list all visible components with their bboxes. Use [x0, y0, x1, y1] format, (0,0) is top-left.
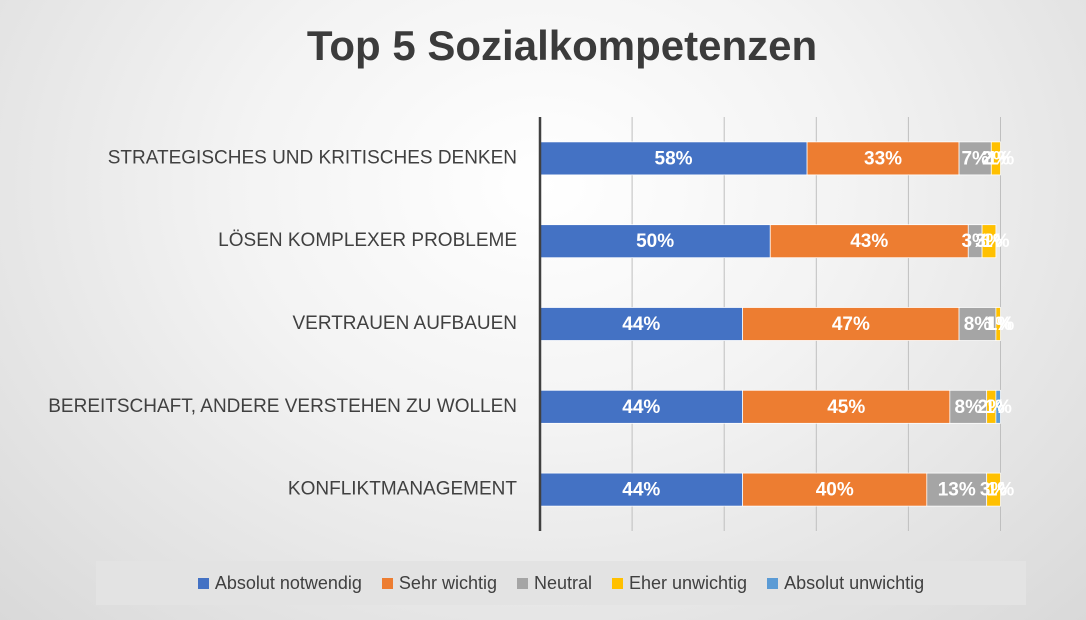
bar-segment: [926, 472, 988, 507]
bar-segment: [742, 389, 951, 424]
bar-segment: [995, 389, 1001, 424]
bar-segment: [806, 141, 960, 176]
data-label: 3%: [961, 231, 989, 252]
legend: Absolut notwendig Sehr wichtig Neutral Eher…: [96, 561, 1026, 605]
legend-label: Absolut unwichtig: [784, 572, 925, 593]
category-label: BEREITSCHAFT, ANDERE VERSTEHEN ZU WOLLEN: [48, 396, 517, 417]
data-label: 2%: [978, 397, 1006, 418]
bar-segment: [990, 141, 1001, 176]
data-label: 1%: [984, 397, 1012, 418]
data-label: 8%: [955, 397, 983, 418]
legend-label: Eher unwichtig: [629, 572, 748, 593]
chart-title: Top 5 Sozialkompetenzen: [306, 22, 818, 69]
data-label: 58%: [655, 148, 693, 169]
data-label: 7%: [961, 148, 989, 169]
bar-segment: [742, 472, 928, 507]
data-label: 44%: [622, 397, 660, 418]
legend-swatch: [767, 577, 779, 589]
legend-label: Absolut notwendig: [214, 572, 362, 593]
data-label: 1%: [987, 148, 1015, 169]
data-label: 47%: [832, 314, 870, 335]
legend-swatch: [516, 577, 528, 589]
legend-swatch: [197, 577, 209, 589]
bar-series: [539, 141, 1001, 507]
bar-segment: [539, 472, 743, 507]
legend-swatch: [381, 577, 393, 589]
category-label: STRATEGISCHES UND KRITISCHES DENKEN: [108, 147, 517, 168]
legend-item: Absolut unwichtig: [767, 573, 924, 594]
category-label: KONFLIKTMANAGEMENT: [288, 479, 517, 500]
category-label: VERTRAUEN AUFBAUEN: [292, 313, 517, 334]
legend-swatch: [612, 577, 623, 589]
legend-label: Neutral: [533, 572, 592, 593]
bar-segment: [995, 307, 1001, 341]
legend-item: Eher unwichtig: [612, 573, 747, 594]
data-label: 13%: [938, 480, 976, 501]
legend-item: Neutral: [516, 572, 592, 594]
data-label: 45%: [827, 397, 865, 418]
data-label: 1%: [982, 231, 1010, 252]
category-label: LÖSEN KOMPLEXER PROBLEME: [218, 230, 517, 251]
data-label: 44%: [622, 314, 660, 335]
data-label: 44%: [622, 480, 660, 501]
legend-label: Sehr wichtig: [398, 572, 497, 593]
bar-segment: [539, 224, 771, 259]
data-label: 1%: [987, 480, 1015, 501]
bar-segment: [986, 472, 1001, 507]
data-label: 33%: [864, 148, 902, 169]
data-label: 1%: [987, 314, 1015, 335]
data-label: 50%: [636, 231, 674, 252]
data-label: 40%: [816, 480, 854, 501]
data-label: 8%: [964, 314, 992, 335]
bar-segment: [539, 389, 743, 424]
category-labels: STRATEGISCHES UND KRITISCHES DENKEN LÖSEN…: [48, 147, 517, 499]
data-label: 3%: [975, 231, 1003, 252]
bar-segment: [742, 307, 960, 341]
legend-item: Absolut notwendig: [197, 572, 362, 594]
data-label: 2%: [982, 148, 1010, 169]
data-label: 43%: [850, 231, 888, 252]
bar-segment: [981, 224, 997, 259]
legend-item: Sehr wichtig: [381, 572, 497, 594]
data-label: 3%: [980, 480, 1008, 501]
data-labels: 58% 33% 7%2%1%50% 43% 3%3%1%44% 47% 8%1%1%44% 4…: [622, 148, 1014, 500]
data-label: 1%: [984, 314, 1012, 335]
